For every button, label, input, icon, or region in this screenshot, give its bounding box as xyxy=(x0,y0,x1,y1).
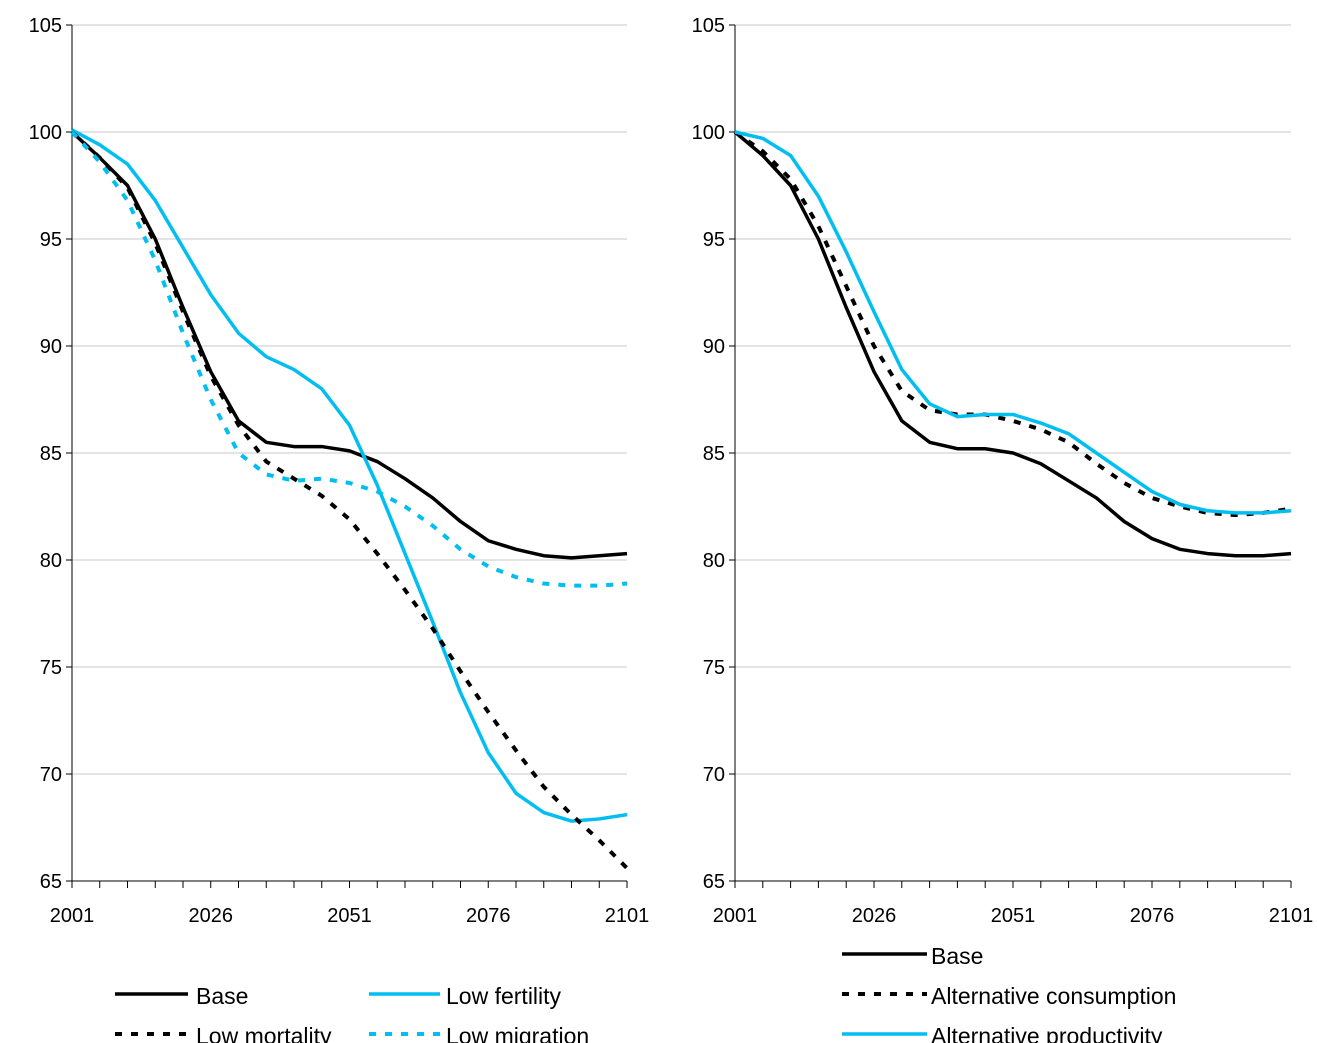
x-tick-label: 2101 xyxy=(1269,905,1314,927)
y-tick-label: 80 xyxy=(703,550,725,572)
series-line-alternative-productivity xyxy=(734,130,1292,515)
series-line-base xyxy=(733,130,1292,558)
x-tick-label: 2051 xyxy=(327,905,372,927)
legend-label-base: Base xyxy=(931,943,983,969)
y-tick-label: 95 xyxy=(40,229,62,251)
x-tick-label: 2001 xyxy=(713,905,758,927)
y-tick-label: 90 xyxy=(40,336,62,358)
right-chart-panel: 65 70 75 80 85 90 95 100 105 2001 2026 2051 2076 2101… xyxy=(692,15,1314,1043)
y-tick-label: 75 xyxy=(703,657,725,679)
y-tick-label: 90 xyxy=(703,336,725,358)
y-tick-label: 70 xyxy=(40,764,62,786)
y-tick-label: 80 xyxy=(40,550,62,572)
y-tick-label: 105 xyxy=(692,15,725,37)
x-tick-label: 2051 xyxy=(991,905,1036,927)
y-tick-label: 85 xyxy=(40,443,62,465)
y-tick-label: 100 xyxy=(29,122,62,144)
y-tick-label: 85 xyxy=(703,443,725,465)
y-tick-label: 65 xyxy=(703,871,725,893)
y-tick-label: 70 xyxy=(703,764,725,786)
y-tick-label: 100 xyxy=(692,122,725,144)
x-tick-label: 2001 xyxy=(50,905,95,927)
y-tick-label: 75 xyxy=(40,657,62,679)
y-tick-label: 65 xyxy=(40,871,62,893)
x-tick-label: 2076 xyxy=(1130,905,1175,927)
legend-label-alternative-productivity: Alternative productivity xyxy=(931,1023,1163,1043)
series-line-base xyxy=(70,130,628,560)
y-tick-label: 95 xyxy=(703,229,725,251)
x-tick-label: 2026 xyxy=(189,905,234,927)
x-tick-label: 2076 xyxy=(466,905,511,927)
series-line-low-mortality xyxy=(70,130,629,870)
x-tick-label: 2101 xyxy=(605,905,650,927)
legend-label-base: Base xyxy=(196,983,248,1009)
y-tick-label: 105 xyxy=(29,15,62,37)
left-chart-panel: 65 70 75 80 85 90 95 100 105 2001 2026 2051 2076 2101… xyxy=(29,15,650,1043)
series-line-low-migration xyxy=(70,130,628,588)
legend-label-low-mortality: Low mortality xyxy=(196,1023,332,1043)
legend-label-low-migration: Low migration xyxy=(446,1023,589,1043)
series-line-low-fertility xyxy=(71,128,628,823)
legend-label-alternative-consumption: Alternative consumption xyxy=(931,983,1176,1009)
legend-label-low-fertility: Low fertility xyxy=(446,983,562,1009)
x-tick-label: 2026 xyxy=(852,905,897,927)
series-line-alternative-consumption xyxy=(733,130,1292,518)
